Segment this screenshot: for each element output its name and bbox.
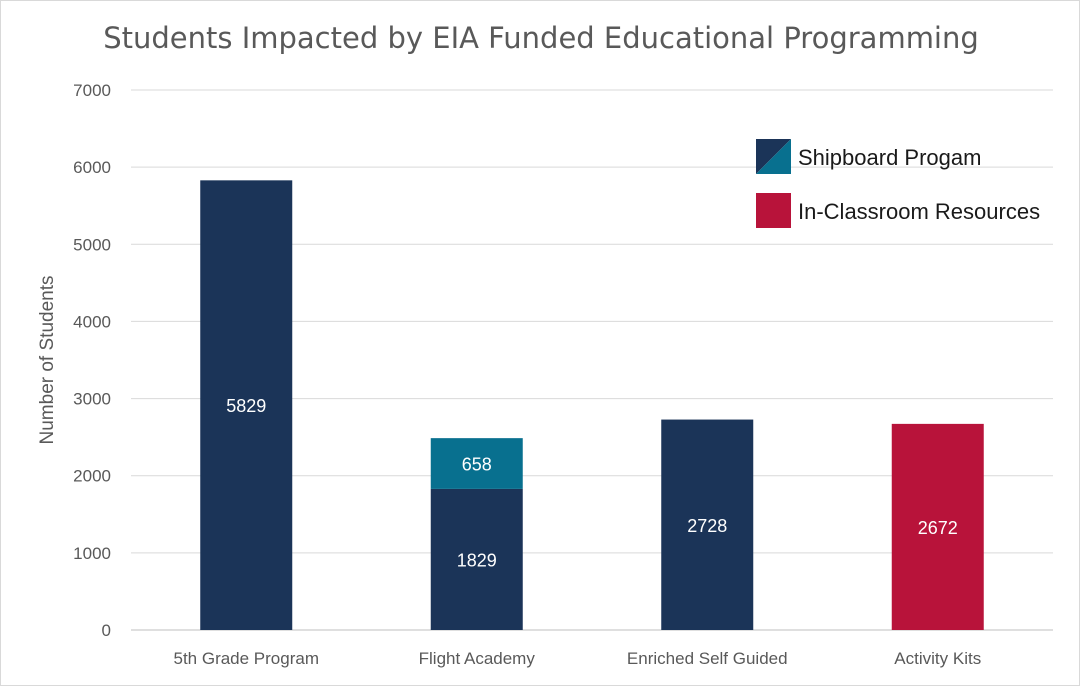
- bar-segment: [661, 419, 754, 630]
- y-tick-label: 3000: [73, 390, 111, 409]
- legend-label: In-Classroom Resources: [798, 199, 1040, 224]
- x-tick-label: 5th Grade Program: [173, 649, 319, 668]
- x-tick-label: Activity Kits: [894, 649, 981, 668]
- y-tick-label: 7000: [73, 81, 111, 100]
- chart-title: Students Impacted by EIA Funded Educatio…: [103, 21, 979, 55]
- data-label: 5829: [226, 396, 266, 416]
- y-tick-label: 1000: [73, 544, 111, 563]
- bar-segment: [430, 488, 523, 630]
- y-tick-label: 2000: [73, 467, 111, 486]
- x-tick-label: Flight Academy: [419, 649, 536, 668]
- y-tick-label: 0: [102, 621, 111, 640]
- data-label: 1829: [457, 550, 497, 570]
- y-tick-label: 5000: [73, 235, 111, 254]
- legend-swatch: [756, 193, 791, 228]
- data-label: 2672: [918, 518, 958, 538]
- data-label: 2728: [687, 516, 727, 536]
- bar-segment: [430, 438, 523, 489]
- y-tick-label: 6000: [73, 158, 111, 177]
- bar-segment: [200, 180, 293, 630]
- bar-segment: [891, 423, 984, 630]
- y-axis-label: Number of Students: [37, 276, 58, 445]
- y-tick-label: 4000: [73, 312, 111, 331]
- x-tick-label: Enriched Self Guided: [627, 649, 788, 668]
- legend-label: Shipboard Progam: [798, 145, 981, 170]
- legend-swatch: [756, 139, 791, 174]
- data-label: 658: [462, 455, 492, 475]
